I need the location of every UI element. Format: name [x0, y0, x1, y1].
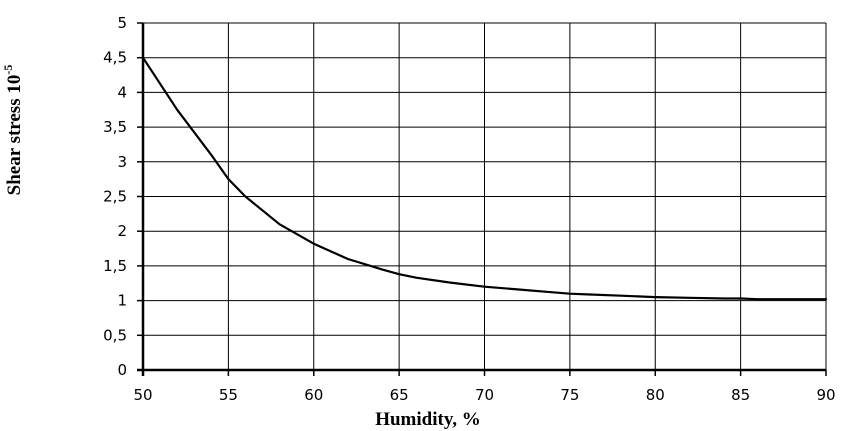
y-tick-label: 3 [117, 153, 127, 171]
x-tick-label: 50 [133, 386, 152, 404]
y-tick-label: 1,5 [103, 257, 127, 275]
y-axis-title-text: Shear stress 10 [4, 75, 25, 196]
y-tick-label: 0,5 [103, 326, 127, 344]
x-tick-label: 90 [816, 386, 835, 404]
y-tick-labels: 0 0,5 1 1,5 2 2,5 3 3,5 4 4,5 5 [103, 14, 127, 379]
x-axis-title: Humidity, % [375, 409, 481, 430]
y-axis-title: Shear stress 10-5 [1, 65, 25, 196]
y-tick-label: 0 [117, 361, 127, 379]
y-axis-title-superscript: -5 [1, 65, 15, 75]
x-tick-label: 65 [390, 386, 409, 404]
x-tick-label: 60 [304, 386, 323, 404]
x-tick-label: 55 [219, 386, 238, 404]
grid [143, 22, 827, 370]
y-tick-label: 4 [117, 83, 127, 101]
y-tick-label: 1 [117, 292, 127, 310]
x-tick-label: 85 [731, 386, 750, 404]
axes [137, 22, 827, 376]
series-layer [141, 56, 828, 301]
y-tick-label: 2 [117, 222, 127, 240]
y-tick-label: 4,5 [103, 49, 127, 67]
x-tick-label: 70 [475, 386, 494, 404]
series-line [141, 56, 828, 301]
x-tick-label: 80 [646, 386, 665, 404]
y-tick-label: 3,5 [103, 118, 127, 136]
y-tick-label: 2,5 [103, 188, 127, 206]
y-tick-label: 5 [117, 14, 127, 32]
x-tick-labels: 50 55 60 65 70 75 80 85 90 [133, 386, 835, 404]
x-tick-label: 75 [560, 386, 579, 404]
